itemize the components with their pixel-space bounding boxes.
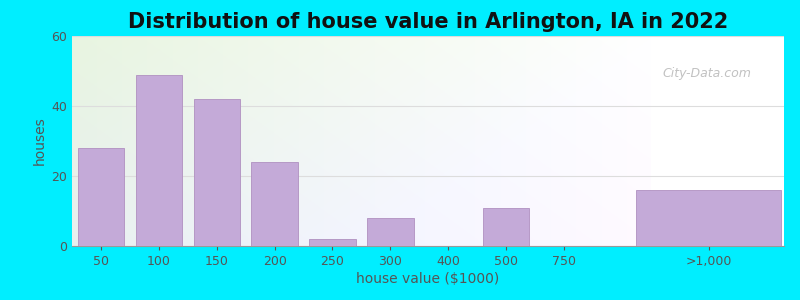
- Bar: [78, 148, 124, 246]
- Bar: [310, 239, 356, 246]
- Text: City-Data.com: City-Data.com: [663, 67, 752, 80]
- Y-axis label: houses: houses: [33, 117, 47, 165]
- Bar: [194, 99, 240, 246]
- Bar: [367, 218, 414, 246]
- Title: Distribution of house value in Arlington, IA in 2022: Distribution of house value in Arlington…: [128, 12, 728, 32]
- Bar: [483, 208, 530, 246]
- X-axis label: house value ($1000): house value ($1000): [356, 272, 500, 286]
- Bar: [136, 74, 182, 246]
- Bar: [251, 162, 298, 246]
- Bar: [636, 190, 781, 246]
